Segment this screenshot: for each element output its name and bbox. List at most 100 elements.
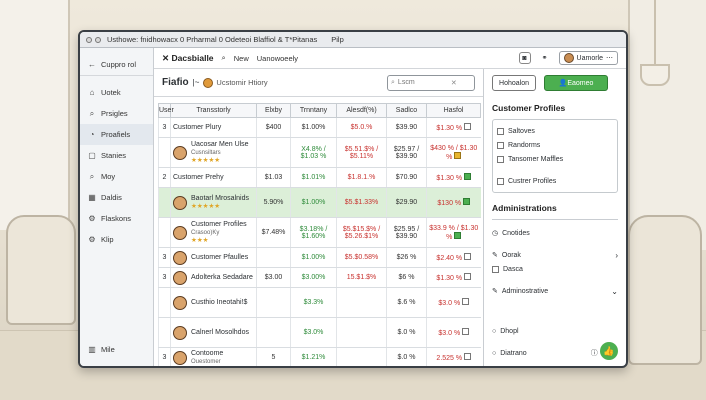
sidebar-item-back[interactable]: ← Cuppro rol [80,54,153,76]
search-icon: ⌕ [89,171,95,181]
row-checkbox[interactable] [463,198,471,205]
trn-cell: X4.8% / $1.03 % [290,137,337,168]
sidebar-item-stanies[interactable]: ▢ Stanies [80,145,153,166]
row-checkbox[interactable] [464,123,472,130]
checkbox[interactable] [497,127,504,135]
minimize-window-button[interactable] [95,36,101,43]
background-window-right [628,0,706,250]
table-row[interactable]: Customer Profiles Crasoo)Ky ★★★ $7.48% $3.18… [158,217,481,248]
table-row[interactable]: 2 Customer Prehy $1.03 $1.01% $1.8.1.% $70.90… [158,167,481,188]
primary-button[interactable]: 👤 Eaomeo [544,75,608,91]
row-checkbox[interactable] [462,298,470,305]
search-input[interactable] [397,79,448,86]
secondary-button[interactable]: Hohoalon [492,75,536,91]
row-checkbox[interactable] [464,273,472,280]
sidebar-item-mile[interactable]: ▥ Mile [80,339,123,360]
background-window-left [0,0,70,230]
table-row[interactable]: Uacosar Men Ulse Cusnsiltars ★★★★★ X4.8% / … [158,137,481,168]
sidebar-item-label: Moy [101,172,116,181]
row-checkbox[interactable] [454,151,462,159]
hasfol-cell: 2.525 % [426,347,481,366]
nav-new-link[interactable]: New [233,53,249,63]
hasfol-cell: $1.30 % [426,267,481,288]
list-item[interactable]: Tansomer Maffles [497,152,613,166]
checkbox[interactable] [492,265,499,273]
list-item[interactable]: ◷ Cnotides [492,226,618,240]
row-checkbox[interactable] [462,328,470,335]
user-menu[interactable]: Uamorle ⋯ [558,51,618,65]
search-field[interactable]: ⌕ ✕ [387,74,475,91]
sidebar-item-flaskons[interactable]: ⚙ Flaskons [80,208,153,229]
table-row[interactable]: 3 Customer Pfaulles $1.00% $5.$0.58% $26 % $2… [158,247,481,268]
table-row[interactable]: 3 Adolterka Sedadare $3.00 $3.00% 15.$1.$% $6… [158,267,481,288]
rating-stars: ★★★★★ [191,202,221,210]
row-checkbox[interactable] [464,253,472,260]
customer-name: Customer Pfaulles [191,253,249,261]
hasfol-value: $430 % / $1.30 % [430,144,478,161]
checkbox[interactable] [497,141,504,149]
sidebar-item-profiles[interactable]: ◔ Proafiels [80,124,153,145]
sidebar-item-search[interactable]: ⌕ Prsigles [80,103,153,124]
column-header[interactable]: Elxby [256,103,291,118]
camera-icon[interactable]: ◙ [518,52,531,64]
hasfol-value: $3.0 % [438,300,461,307]
sidebar-item-label: Daldis [101,193,122,202]
column-header[interactable]: Hasfol [426,103,481,118]
list-item[interactable]: Saltoves [497,124,613,138]
thumbs-up-icon: 👍 [603,345,615,356]
checkbox[interactable] [497,177,504,185]
close-window-button[interactable] [86,36,92,43]
nav-search-icon[interactable]: ⌕ [221,53,226,62]
row-checkbox[interactable] [464,173,472,180]
table-row[interactable]: Baotarl Mrosalnids ★★★★★ 5.90% $1.00% $5.$1.… [158,187,481,218]
name-cell: Custhio Ineotahi!$ [170,287,257,318]
clear-icon[interactable]: ✕ [450,79,457,87]
customer-name: Calnerl Mosolhdos [191,328,249,336]
table-row[interactable]: Calnerl Mosolhdos $3.0% $.0 % $3.0 % [158,317,481,348]
box-icon: ▢ [88,151,96,160]
customer-text: Calnerl Mosolhdos [191,329,249,337]
column-header[interactable]: User [158,103,174,118]
customer-cell: Customer Prehy [173,174,254,182]
hasfol-value: $130 % [437,200,462,207]
table-row[interactable]: 3 Contoome Ouestomer 5 $1.21% $.0 % 2.525 % [158,347,481,366]
table-row[interactable]: Custhio Ineotahi!$ $3.3% $.6 % $3.0 % [158,287,481,318]
brand-logo[interactable]: ✕ Dacsbialle [162,53,214,64]
column-header[interactable]: Trnntany [290,103,337,118]
edit-icon: ✎ [492,288,498,295]
sidebar-item-klip[interactable]: ⚙ Klip [80,229,153,250]
sidebar-item-daldis[interactable]: ▦ Daldis [80,187,153,208]
sidebar-item-moy[interactable]: ⌕ Moy [80,166,153,187]
sadlco-cell: $25.97 / $39.90 [386,137,427,168]
list-item[interactable]: Custrer Profiles [497,174,613,188]
row-checkbox[interactable] [454,231,462,239]
window-body: ← Cuppro rol ⌂ Uotek ⌕ Prsigles ◔ Proafi… [80,48,626,366]
row-checkbox[interactable] [464,353,472,360]
list-item[interactable]: ○ Diatrano ⓘ [492,346,618,360]
home-icon: ⌂ [89,88,95,97]
column-header[interactable]: Alesdf(%) [336,103,387,118]
sidebar-item-home[interactable]: ⌂ Uotek [80,82,153,103]
checkbox[interactable] [497,155,504,163]
list-item[interactable]: ○ Dhopl [492,324,618,338]
list-item[interactable]: Dasca [492,262,618,276]
sadlco-cell: $39.90 [386,117,427,138]
gear-icon: ⚙ [88,214,96,223]
nav-more-link[interactable]: Uanowoeely [256,53,299,63]
column-header[interactable]: Transstorly [170,103,257,118]
info-icon[interactable]: ⓘ [590,350,598,357]
list-item[interactable]: ✎ Oorak › [492,248,618,262]
hasfol-value: $33.9 % / $1.30 % [429,224,479,241]
chevron-down-icon[interactable]: |~ [192,78,200,87]
column-header[interactable]: Sadlco [386,103,427,118]
details-panel: Hohoalon 👤 Eaomeo Customer Profiles Salt… [484,69,626,366]
row-number: 3 [158,347,171,366]
floating-action-button[interactable]: 👍 [600,342,618,360]
arrow-left-icon: ← [88,60,96,69]
list-item[interactable]: ✎ Adminostrative ⌄ [492,284,618,298]
list-item[interactable]: Randorms [497,138,613,152]
customer-name: Baotarl Mrosalnids [191,194,249,202]
table-row[interactable]: 3 Customer Plury $400 $1.00% $5.0.% $39.90 $1.… [158,117,481,138]
elxby-cell: 5.90% [256,187,291,218]
link-icon[interactable]: ⚭ [541,55,548,62]
